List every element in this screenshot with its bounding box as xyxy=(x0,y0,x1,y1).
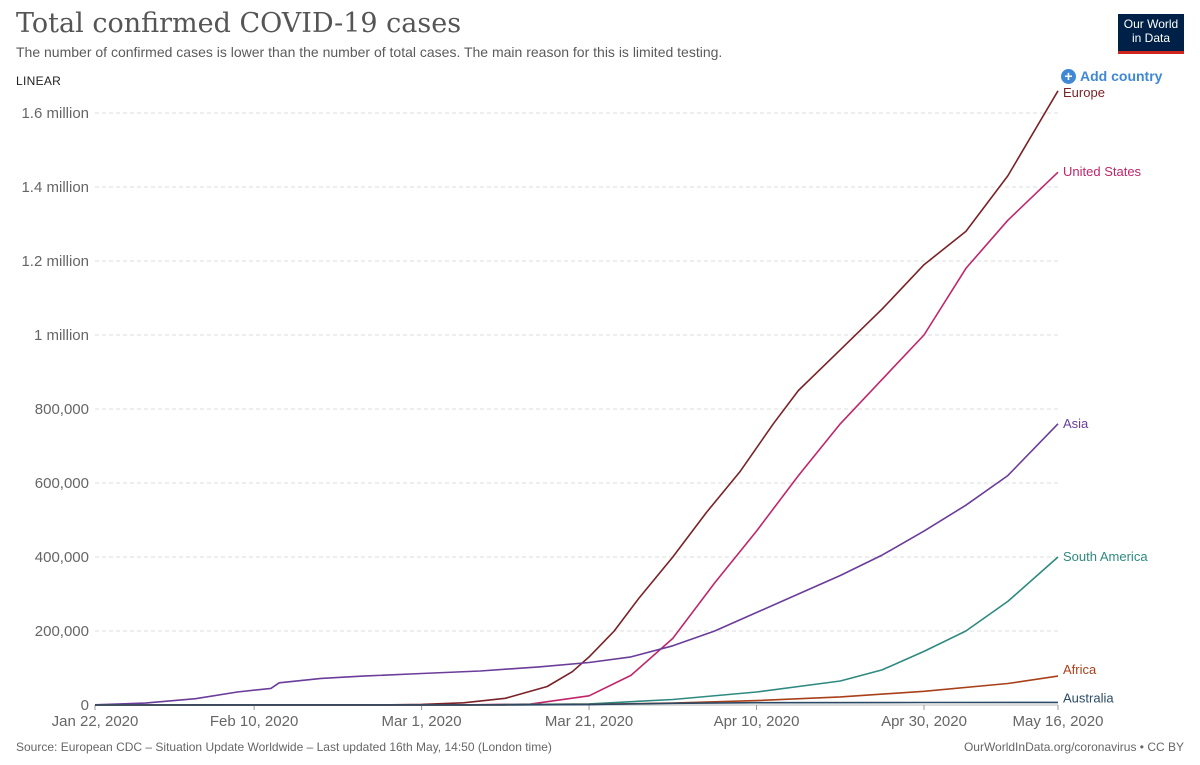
logo-text-line1: Our World xyxy=(1123,17,1179,31)
y-tick-label: 600,000 xyxy=(35,475,89,492)
x-tick-label: Mar 21, 2020 xyxy=(545,713,633,730)
source-note: Source: European CDC – Situation Update … xyxy=(16,740,552,754)
series-line-south-america[interactable] xyxy=(95,556,1059,706)
series-label[interactable]: Asia xyxy=(1063,416,1089,431)
y-tick-label: 1.2 million xyxy=(21,253,89,270)
series-label[interactable]: United States xyxy=(1063,164,1142,179)
series-labels: Europe United States Asia South America Afri… xyxy=(1063,85,1148,706)
y-tick-label: 1 million xyxy=(34,327,89,344)
y-axis-ticks: 0 200,000 400,000 600,000 800,000 1 million 1.… xyxy=(21,105,89,714)
series-line-africa[interactable] xyxy=(94,675,1059,706)
series-line-europe[interactable] xyxy=(95,90,1059,706)
x-tick-label: Jan 22, 2020 xyxy=(52,713,139,730)
y-tick-label: 1.6 million xyxy=(21,105,89,122)
scale-toggle-button[interactable]: LINEAR xyxy=(16,74,62,88)
series-label[interactable]: Europe xyxy=(1063,85,1105,100)
x-tick-label: Apr 30, 2020 xyxy=(881,713,967,730)
y-tick-label: 0 xyxy=(81,697,89,714)
x-tick-label: Mar 1, 2020 xyxy=(382,713,462,730)
chart-subtitle: The number of confirmed cases is lower t… xyxy=(16,44,723,60)
x-tick-label: Apr 10, 2020 xyxy=(714,713,800,730)
add-country-button[interactable]: + Add country xyxy=(1061,68,1162,84)
grid-lines xyxy=(95,112,1058,706)
logo-text-line2: in Data xyxy=(1131,31,1171,45)
add-country-label: Add country xyxy=(1080,68,1163,84)
series-label[interactable]: Australia xyxy=(1063,690,1114,705)
chart-title: Total confirmed COVID-19 cases xyxy=(16,8,462,39)
x-tick-label: Feb 10, 2020 xyxy=(210,713,298,730)
y-tick-label: 1.4 million xyxy=(21,179,89,196)
footer-link[interactable]: OurWorldInData.org/coronavirus • CC BY xyxy=(963,740,1184,754)
series-label[interactable]: Africa xyxy=(1063,662,1097,677)
plus-circle-icon: + xyxy=(1061,68,1076,84)
series-line-united-states[interactable] xyxy=(94,171,1059,706)
x-axis-ticks: Jan 22, 2020 Feb 10, 2020 Mar 1, 2020 Mar 2… xyxy=(52,705,1104,730)
series-label[interactable]: South America xyxy=(1063,549,1148,564)
owid-logo[interactable]: Our World in Data xyxy=(1118,14,1184,54)
series-line-australia[interactable] xyxy=(94,701,1059,706)
x-tick-label: May 16, 2020 xyxy=(1013,713,1104,730)
series-line-asia[interactable] xyxy=(94,423,1059,706)
y-tick-label: 200,000 xyxy=(35,623,89,640)
y-tick-label: 400,000 xyxy=(35,549,89,566)
series-lines xyxy=(94,90,1059,706)
y-tick-label: 800,000 xyxy=(35,401,89,418)
